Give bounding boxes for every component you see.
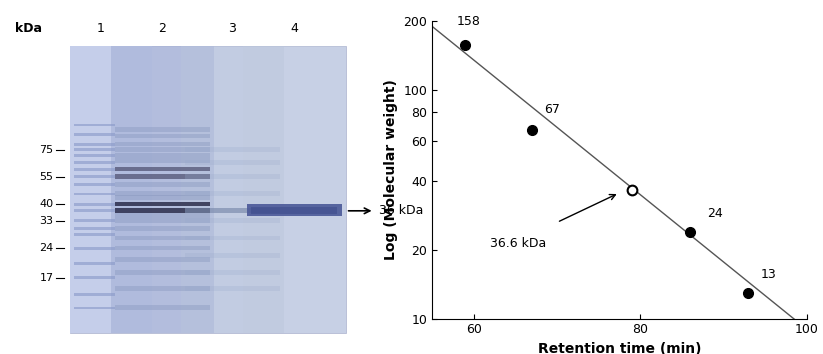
- Bar: [115, 306, 210, 310]
- Bar: [185, 209, 280, 213]
- Bar: [181, 46, 284, 333]
- Bar: [74, 293, 115, 296]
- Bar: [70, 46, 152, 333]
- Bar: [74, 148, 115, 151]
- Bar: [115, 270, 210, 275]
- Bar: [115, 202, 210, 206]
- Bar: [74, 233, 115, 236]
- Text: 24: 24: [707, 207, 723, 221]
- Text: 67: 67: [545, 103, 560, 116]
- Bar: [247, 205, 342, 216]
- Bar: [74, 203, 115, 206]
- Bar: [185, 147, 280, 152]
- Text: 4: 4: [291, 22, 298, 35]
- Bar: [115, 174, 210, 179]
- Bar: [115, 147, 210, 152]
- Bar: [115, 182, 210, 187]
- Text: 40: 40: [40, 199, 53, 209]
- Bar: [74, 262, 115, 265]
- Text: 36.6 kDa: 36.6 kDa: [491, 237, 546, 250]
- Text: 1: 1: [97, 22, 105, 35]
- Bar: [115, 246, 210, 250]
- Y-axis label: Log (Molecular weight): Log (Molecular weight): [384, 80, 398, 260]
- Bar: [74, 168, 115, 171]
- Bar: [115, 257, 210, 262]
- Bar: [74, 247, 115, 250]
- Bar: [115, 167, 210, 171]
- Bar: [115, 213, 210, 218]
- Bar: [115, 209, 210, 213]
- Text: 17: 17: [40, 273, 53, 283]
- Bar: [74, 276, 115, 279]
- Bar: [185, 160, 280, 165]
- Bar: [115, 235, 210, 240]
- Bar: [115, 218, 210, 223]
- Text: 75: 75: [40, 145, 53, 155]
- Text: 3: 3: [229, 22, 236, 35]
- Bar: [185, 218, 280, 223]
- Bar: [115, 286, 210, 291]
- Bar: [115, 195, 210, 200]
- Bar: [185, 286, 280, 291]
- Bar: [115, 153, 210, 158]
- Text: 158: 158: [457, 15, 481, 28]
- Bar: [185, 192, 280, 196]
- X-axis label: Retention time (min): Retention time (min): [537, 342, 701, 354]
- Bar: [74, 154, 115, 157]
- Bar: [115, 159, 210, 163]
- Text: 55: 55: [40, 172, 53, 182]
- Bar: [74, 210, 115, 212]
- Bar: [74, 193, 115, 195]
- Bar: [185, 253, 280, 258]
- Bar: [185, 235, 280, 240]
- Bar: [74, 161, 115, 164]
- Bar: [74, 219, 115, 222]
- Bar: [74, 183, 115, 186]
- Bar: [74, 124, 115, 126]
- Text: 13: 13: [760, 268, 777, 281]
- Bar: [185, 174, 280, 179]
- Bar: [115, 227, 210, 231]
- Text: 33: 33: [40, 216, 53, 226]
- Text: kDa: kDa: [16, 22, 42, 35]
- Bar: [74, 228, 115, 230]
- FancyBboxPatch shape: [70, 46, 346, 333]
- Bar: [251, 207, 337, 214]
- Bar: [185, 270, 280, 275]
- Bar: [111, 46, 214, 333]
- Bar: [115, 133, 210, 138]
- Bar: [74, 307, 115, 309]
- Bar: [74, 143, 115, 146]
- Bar: [115, 192, 210, 196]
- Bar: [74, 133, 115, 136]
- Text: 24: 24: [40, 243, 53, 253]
- Bar: [115, 127, 210, 132]
- Bar: [243, 46, 346, 333]
- Bar: [115, 142, 210, 147]
- Text: 36 kDa: 36 kDa: [379, 204, 423, 217]
- Text: 2: 2: [159, 22, 166, 35]
- Bar: [74, 175, 115, 178]
